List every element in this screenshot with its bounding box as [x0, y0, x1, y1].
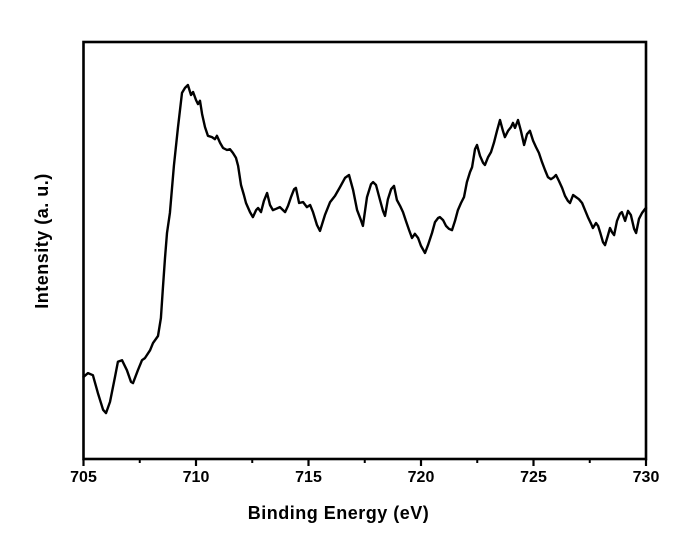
y-axis-label: Intensity (a. u.)	[32, 173, 52, 309]
x-tick-label: 715	[295, 469, 322, 486]
plot-frame	[82, 40, 648, 461]
x-tick-label: 705	[70, 469, 97, 486]
x-tick-label: 725	[520, 469, 547, 486]
x-tick-label: 710	[183, 469, 210, 486]
spectrum-polyline	[82, 83, 648, 415]
x-axis-label: Binding Energy (eV)	[247, 503, 430, 523]
x-tick-label: 720	[408, 469, 435, 486]
x-tick-label: 730	[633, 469, 660, 486]
